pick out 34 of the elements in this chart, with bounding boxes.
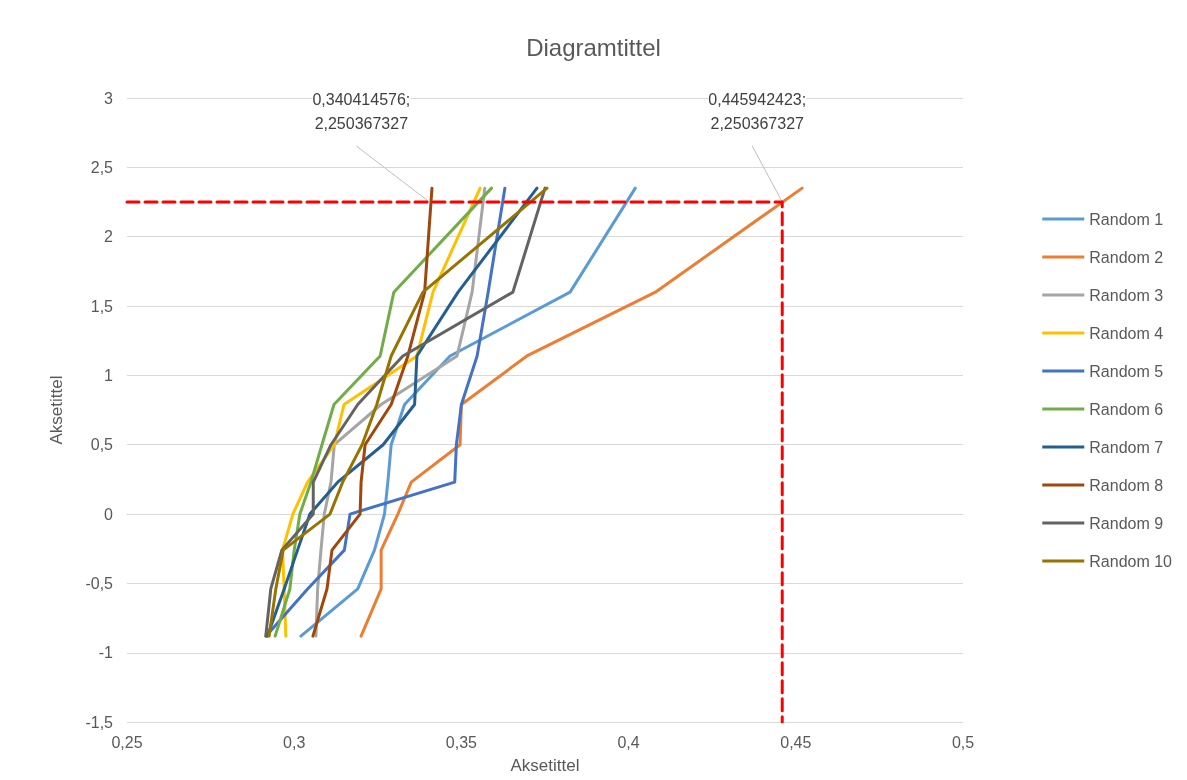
legend-label: Random 9 <box>1089 514 1164 532</box>
legend-label: Random 2 <box>1089 248 1164 266</box>
y-tick-label: 3 <box>104 89 114 107</box>
legend-label: Random 1 <box>1089 210 1164 228</box>
y-tick-label: 0 <box>104 505 114 523</box>
legend-label: Random 10 <box>1089 552 1173 570</box>
annotation: 0,340414576; 2,250367327 <box>312 90 411 132</box>
legend-label: Random 6 <box>1089 400 1164 418</box>
x-tick-label: 0,5 <box>951 733 975 751</box>
legend-label: Random 7 <box>1089 438 1164 456</box>
x-tick-label: 0,25 <box>111 733 143 751</box>
y-tick-label: 2 <box>104 228 114 246</box>
legend-label: Random 3 <box>1089 286 1164 304</box>
x-axis-title: Aksetittel <box>510 755 580 775</box>
y-axis-title: Aksetittel <box>47 375 66 445</box>
y-tick-label: -0,5 <box>85 574 114 592</box>
annotation: 0,445942423; 2,250367327 <box>708 90 807 132</box>
legend-label: Random 8 <box>1089 476 1164 494</box>
legend-label: Random 4 <box>1089 324 1164 342</box>
line-series <box>311 186 434 638</box>
y-tick-label: 1 <box>104 366 114 384</box>
x-tick-label: 0,35 <box>445 733 478 751</box>
y-tick-label: 0,5 <box>90 436 114 454</box>
y-tick-label: 2,5 <box>90 158 114 176</box>
line-series <box>359 186 804 638</box>
x-tick-label: 0,3 <box>283 733 306 751</box>
y-tick-label: -1 <box>98 644 114 662</box>
x-tick-label: 0,45 <box>780 733 812 751</box>
y-tick-label: -1,5 <box>85 713 114 731</box>
legend-label: Random 5 <box>1089 362 1164 380</box>
x-tick-label: 0,4 <box>617 733 640 751</box>
chart-title: Diagramtittel <box>526 33 661 61</box>
line-series <box>299 186 637 638</box>
y-tick-label: 1,5 <box>90 297 114 315</box>
